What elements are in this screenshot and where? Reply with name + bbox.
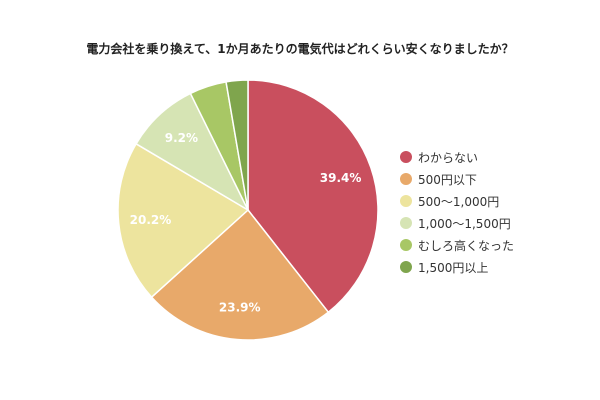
legend-item-1: わからない: [400, 146, 514, 168]
legend-label-4: 1,000〜1,500円: [418, 216, 511, 231]
legend-label-5: むしろ高くなった: [418, 238, 515, 253]
legend-item-3: 500〜1,000円: [400, 190, 514, 212]
slice-label-1: 39.4%: [320, 171, 362, 185]
legend-swatch-6: [400, 261, 412, 273]
pie-slice-3: [117, 142, 250, 299]
legend-item-5: むしろ高くなった: [400, 234, 514, 256]
legend-label-3: 500〜1,000円: [418, 194, 500, 209]
legend-swatch-4: [400, 217, 412, 229]
pie-slice-6: [225, 79, 249, 211]
legend-label-6: 1,500円以上: [418, 260, 489, 275]
legend-swatch-2: [400, 173, 412, 185]
slice-label-2: 23.9%: [219, 301, 261, 315]
legend-swatch-1: [400, 151, 412, 163]
legend-swatch-5: [400, 239, 412, 251]
pie-slice-2: [150, 208, 330, 341]
slice-label-3: 20.2%: [130, 213, 172, 227]
slice-label-4: 9.2%: [165, 131, 198, 145]
legend-swatch-3: [400, 195, 412, 207]
legend-label-2: 500円以下: [418, 172, 477, 187]
legend-item-4: 1,000〜1,500円: [400, 212, 514, 234]
legend: わからない 500円以下 500〜1,000円 1,000〜1,500円 むしろ高くなっ…: [400, 146, 514, 278]
legend-item-6: 1,500円以上: [400, 256, 514, 278]
legend-item-2: 500円以下: [400, 168, 514, 190]
pie-slice-1: [247, 79, 379, 314]
chart-title: 電力会社を乗り換えて、1か月あたりの電気代はどれくらい安くなりましたか？: [86, 42, 514, 56]
legend-label-1: わからない: [418, 150, 479, 165]
